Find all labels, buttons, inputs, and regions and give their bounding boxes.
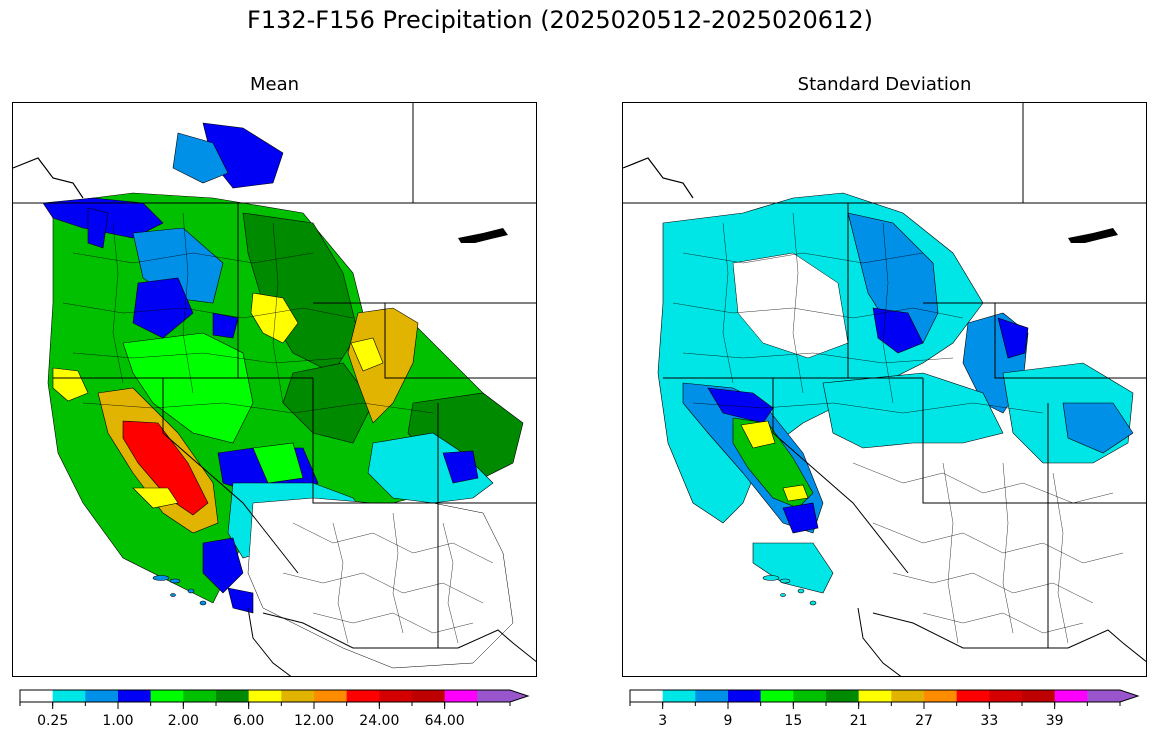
colorbar-segment [956, 690, 990, 702]
mean-region-blue-coast [87, 207, 109, 249]
colorbar-segment [412, 690, 446, 702]
stddev-region-darkblue-south [782, 502, 819, 534]
colorbar-segment [52, 690, 86, 702]
colorbar-segment [858, 690, 892, 702]
stddev-map-canvas [623, 103, 1146, 676]
stddev-region-cyan-nevada [822, 372, 1004, 449]
mean-region-yellow-sierra [132, 487, 179, 509]
mean-state-boundaries [13, 103, 536, 649]
stddev-region-blue-mid [847, 212, 939, 344]
colorbar-segment [1054, 690, 1088, 702]
colorbar-tick-label: 6.00 [233, 713, 264, 729]
colorbar-segment [924, 690, 958, 702]
mean-region-blue-dark [132, 277, 194, 339]
colorbar-segment [630, 690, 664, 702]
colorbar-tick-label: 21 [850, 713, 868, 729]
colorbar-segment [216, 690, 250, 702]
colorbar-segment [118, 690, 152, 702]
mean-region-blue-east-north [172, 132, 229, 184]
mean-coastline-north [13, 157, 84, 199]
mean-border-line [247, 607, 536, 676]
colorbar-segment [891, 690, 925, 702]
mean-region-yellow-idaho [250, 292, 299, 344]
stddev-coastline-north [623, 157, 694, 199]
mean-region-green-nevada [252, 442, 304, 484]
mean-islands [152, 575, 207, 606]
stddev-region-cyan-west [657, 192, 984, 524]
colorbar-tick-label: 12.00 [294, 713, 334, 729]
mean-region-red-sierra [122, 420, 209, 516]
colorbar-tick-label: 2.00 [168, 713, 199, 729]
mean-region-white-southwest [247, 497, 514, 669]
stddev-region-yellow-sierra-2 [782, 484, 809, 502]
mean-region-blue-central [212, 312, 239, 339]
stddev-colorbar: 3 9 15 21 27 33 39 [629, 688, 1145, 734]
stddev-state-boundaries [623, 103, 1146, 649]
colorbar-segment [793, 690, 827, 702]
mean-map [12, 102, 537, 677]
colorbar-tick-label: 33 [980, 713, 998, 729]
stddev-border-line [857, 607, 1146, 676]
mean-colorbar: 0.25 1.00 2.00 6.00 12.00 24.00 64.00 [19, 688, 535, 734]
colorbar-segment [444, 690, 478, 702]
colorbar-tick-label: 39 [1046, 713, 1064, 729]
mean-lake-winnipeg [458, 228, 508, 243]
colorbar-segment [728, 690, 762, 702]
mean-basin-lines [62, 212, 494, 644]
colorbar-segment [379, 690, 413, 702]
stddev-panel-title: Standard Deviation [797, 74, 972, 95]
colorbar-outline [629, 689, 1140, 703]
colorbar-extend-arrow [477, 690, 528, 702]
colorbar-segment [695, 690, 729, 702]
mean-panel-title: Mean [249, 74, 300, 95]
mean-region-blue-east [442, 450, 479, 484]
stddev-region-cyan-socal [752, 542, 834, 594]
mean-region-bright-green [122, 332, 254, 444]
stddev-region-blue-east [1062, 402, 1134, 454]
colorbar-outline [19, 689, 530, 703]
colorbar-segment [183, 690, 217, 702]
stddev-islands [762, 575, 817, 606]
mean-region-yellow-coast [52, 367, 89, 402]
colorbar-segment [314, 690, 348, 702]
colorbar-segment [20, 690, 54, 702]
colorbar-segment [760, 690, 794, 702]
mean-region-cyan-east [367, 432, 494, 504]
colorbar-segment [989, 690, 1023, 702]
colorbar-segment [826, 690, 860, 702]
colorbar-segment [1022, 690, 1056, 702]
stddev-region-darkblue-sierra [707, 387, 774, 424]
colorbar-segment [346, 690, 380, 702]
stddev-region-darkblue-mid [872, 307, 924, 354]
mean-map-canvas [13, 103, 536, 676]
colorbar-tick-label: 27 [915, 713, 933, 729]
figure-title: F132-F156 Precipitation (2025020512-2025… [247, 6, 873, 34]
stddev-region-darkblue-colorado [997, 317, 1029, 359]
colorbar-tick-label: 64.00 [425, 713, 465, 729]
stddev-lake-winnipeg [1068, 228, 1118, 243]
colorbar-tick-label: 3 [658, 713, 667, 729]
mean-colorbar-svg: 0.25 1.00 2.00 6.00 12.00 24.00 64.00 [19, 689, 530, 729]
colorbar-tick-label: 24.00 [359, 713, 399, 729]
colorbar-segment [150, 690, 184, 702]
mean-region-yellow-colorado [350, 337, 384, 372]
stddev-basin-lines [672, 212, 1124, 644]
colorbar-extend-arrow [1087, 690, 1138, 702]
colorbar-segment [662, 690, 696, 702]
mean-region-blue-socal [227, 587, 254, 614]
colorbar-segment [85, 690, 119, 702]
mean-region-blue-south-ca [202, 537, 244, 594]
colorbar-segment [248, 690, 282, 702]
colorbar-tick-label: 9 [724, 713, 733, 729]
colorbar-tick-label: 1.00 [102, 713, 133, 729]
stddev-colorbar-svg: 3 9 15 21 27 33 39 [629, 689, 1140, 729]
stddev-map [622, 102, 1147, 677]
colorbar-segment [281, 690, 315, 702]
colorbar-tick-label: 15 [784, 713, 802, 729]
stddev-region-white-north [732, 252, 849, 359]
colorbar-tick-label: 0.25 [37, 713, 68, 729]
mean-region-orange-colorado [347, 307, 419, 424]
stddev-region-yellow-sierra [740, 420, 776, 449]
